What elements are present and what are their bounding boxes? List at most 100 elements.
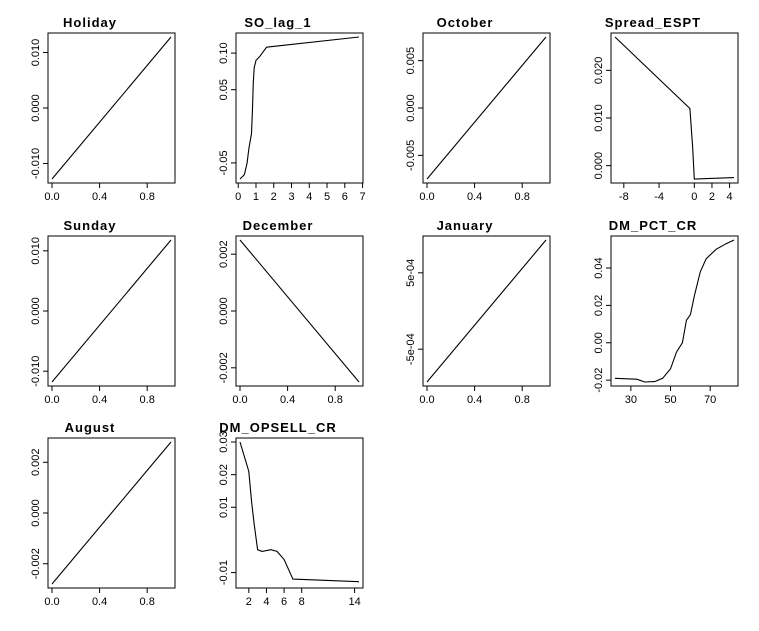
y-tick-label: 0.10: [218, 42, 230, 63]
series-line: [426, 239, 547, 383]
chart-svg: 0.0 0.4 0.8 -0.005 0.000 0.005: [405, 32, 551, 203]
x-tick-label: 0.4: [280, 394, 295, 406]
x-tick-label: 4: [727, 191, 733, 203]
y-tick-label: 0.02: [593, 295, 605, 316]
x-tick-label: -8: [619, 191, 629, 203]
x-tick-label: 0.0: [232, 394, 247, 406]
y-tick-label: 0.010: [30, 39, 42, 67]
series-line: [51, 36, 172, 180]
x-tick-label: 5: [324, 191, 330, 203]
y-tick-label: 0.000: [30, 297, 42, 325]
chart-title: August: [64, 420, 116, 435]
y-tick-label: 0.010: [593, 104, 605, 132]
chart-title: October: [436, 15, 494, 30]
plot-frame: [610, 235, 739, 387]
series-line: [426, 36, 547, 180]
y-tick-label: -0.010: [30, 148, 42, 179]
x-tick-label: 0.0: [419, 191, 434, 203]
chart-title: Sunday: [63, 218, 117, 233]
chart-title: DM_OPSELL_CR: [219, 420, 337, 435]
chart-title: DM_PCT_CR: [608, 218, 698, 233]
series-line: [239, 441, 360, 583]
y-tick-label: 5e-04: [405, 259, 417, 287]
y-tick-label: 0.02: [218, 464, 230, 485]
x-tick-label: 0.0: [419, 394, 434, 406]
x-tick-label: -4: [654, 191, 664, 203]
chart-svg: 30 50 70 -0.02 0.00 0.02 0.04: [593, 235, 739, 406]
chart-svg: -8 -4 0 2 4 0.000 0.010 0.020: [593, 32, 739, 203]
x-tick-label: 0.0: [44, 191, 59, 203]
x-tick-label: 0.4: [92, 596, 107, 608]
chart-svg: 2 4 6 8 14 -0.01 0.01 0.02 0.03: [218, 431, 364, 608]
plot-frame: [235, 32, 364, 184]
chart-panel: DM_OPSELL_CR 2 4 6 8 14 -0.01 0.01 0.02 0.03: [188, 420, 368, 620]
chart-title: SO_lag_1: [244, 15, 312, 30]
y-tick-label: 0.002: [218, 240, 230, 268]
y-tick-label: -0.02: [593, 368, 605, 393]
chart-panel: Spread_ESPT -8 -4 0 2 4 0.000 0.010 0.020: [563, 15, 743, 215]
x-tick-label: 4: [306, 191, 312, 203]
chart-title: Holiday: [63, 15, 117, 30]
x-tick-label: 0.8: [515, 191, 530, 203]
y-tick-label: -0.005: [405, 140, 417, 171]
x-tick-label: 1: [253, 191, 259, 203]
y-tick-label: 0.000: [218, 297, 230, 325]
x-tick-label: 0.0: [44, 596, 59, 608]
y-tick-label: 0.03: [218, 431, 230, 452]
x-tick-label: 0.8: [515, 394, 530, 406]
x-tick-label: 0.8: [140, 191, 155, 203]
chart-title: January: [436, 218, 494, 233]
chart-panel: Sunday 0.0 0.4 0.8 -0.010 0.000 0.010: [0, 218, 180, 418]
x-tick-label: 3: [288, 191, 294, 203]
y-tick-label: -0.010: [30, 356, 42, 387]
x-tick-label: 2: [271, 191, 277, 203]
chart-svg: 0.0 0.4 0.8 -0.002 0.000 0.002: [30, 437, 176, 608]
chart-svg: 0 1 2 3 4 5 6 7 -0.05 0.05 0.10: [218, 32, 366, 203]
chart-svg: 0.0 0.4 0.8 -0.002 0.000 0.002: [218, 235, 364, 406]
y-tick-label: -0.01: [218, 560, 230, 585]
y-tick-label: -0.05: [218, 150, 230, 175]
series-line: [239, 36, 360, 180]
y-tick-label: 0.00: [593, 332, 605, 353]
x-tick-label: 6: [342, 191, 348, 203]
x-tick-label: 2: [246, 596, 252, 608]
y-tick-label: 0.000: [30, 94, 42, 122]
series-line: [51, 239, 172, 383]
x-tick-label: 70: [704, 394, 716, 406]
y-tick-label: 0.000: [405, 94, 417, 122]
y-tick-label: -5e-04: [405, 333, 417, 365]
chart-title: December: [242, 218, 314, 233]
x-tick-label: 2: [709, 191, 715, 203]
chart-panel: SO_lag_1 0 1 2 3 4 5 6 7 -0.05 0.05 0.10: [188, 15, 368, 215]
x-tick-label: 30: [625, 394, 637, 406]
y-tick-label: -0.002: [30, 548, 42, 579]
x-tick-label: 0: [235, 191, 241, 203]
y-tick-label: 0.05: [218, 79, 230, 100]
chart-panel: DM_PCT_CR 30 50 70 -0.02 0.00 0.02 0.04: [563, 218, 743, 418]
y-tick-label: 0.000: [593, 152, 605, 180]
x-tick-label: 0.8: [140, 394, 155, 406]
y-tick-label: -0.002: [218, 352, 230, 383]
series-line: [239, 239, 360, 383]
x-tick-label: 7: [359, 191, 365, 203]
chart-title: Spread_ESPT: [604, 15, 702, 30]
series-line: [51, 441, 172, 585]
chart-panel: August 0.0 0.4 0.8 -0.002 0.000 0.002: [0, 420, 180, 620]
x-tick-label: 0.4: [467, 191, 482, 203]
plot-frame: [610, 32, 739, 184]
x-tick-label: 0.4: [92, 191, 107, 203]
y-tick-label: 0.005: [405, 47, 417, 75]
chart-svg: 0.0 0.4 0.8 -0.010 0.000 0.010: [30, 32, 176, 203]
y-tick-label: 0.000: [30, 499, 42, 527]
x-tick-label: 14: [348, 596, 360, 608]
y-tick-label: 0.04: [593, 257, 605, 278]
x-tick-label: 0.8: [140, 596, 155, 608]
plot-frame: [235, 437, 364, 589]
x-tick-label: 50: [664, 394, 676, 406]
chart-svg: 0.0 0.4 0.8 -5e-04 5e-04: [405, 235, 551, 406]
series-line: [614, 239, 735, 383]
x-tick-label: 6: [281, 596, 287, 608]
series-line: [614, 36, 735, 180]
x-tick-label: 0.4: [467, 394, 482, 406]
